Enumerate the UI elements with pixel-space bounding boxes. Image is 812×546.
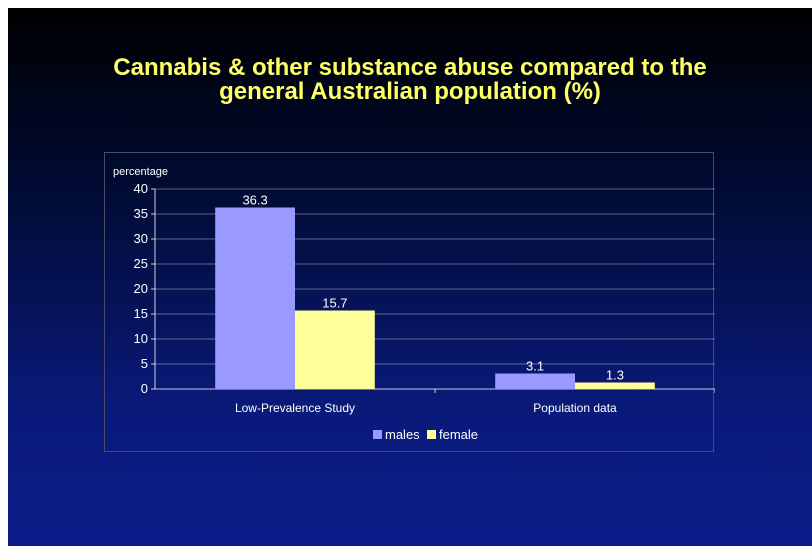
data-label: 36.3 bbox=[242, 193, 267, 208]
y-tick-label: 25 bbox=[134, 256, 148, 271]
legend-swatch-males bbox=[373, 430, 382, 439]
y-tick-label: 35 bbox=[134, 206, 148, 221]
x-category-label: Low-Prevalence Study bbox=[235, 401, 355, 415]
chart-area: 0 5 10 15 20 25 30 35 40 percentage 36.3 15.7 Low-Pr… bbox=[104, 152, 715, 452]
bar-female-0 bbox=[295, 310, 375, 389]
data-label: 3.1 bbox=[526, 359, 544, 374]
y-axis-label: percentage bbox=[113, 166, 168, 178]
bar-males-0 bbox=[215, 207, 295, 389]
bar-female-1 bbox=[575, 382, 655, 389]
y-tick-label: 15 bbox=[134, 306, 148, 321]
y-tick-label: 40 bbox=[134, 181, 148, 196]
slide: Cannabis & other substance abuse compare… bbox=[8, 8, 812, 546]
bar-males-1 bbox=[495, 373, 575, 389]
y-tick-label: 30 bbox=[134, 231, 148, 246]
y-tick-label: 5 bbox=[141, 356, 148, 371]
y-tick-label: 10 bbox=[134, 331, 148, 346]
slide-title: Cannabis & other substance abuse compare… bbox=[113, 54, 707, 105]
x-category-label: Population data bbox=[533, 401, 617, 415]
y-tick-label: 0 bbox=[141, 381, 148, 396]
data-label: 15.7 bbox=[322, 296, 347, 311]
y-tick-label: 20 bbox=[134, 281, 148, 296]
data-label: 1.3 bbox=[606, 368, 624, 383]
bar-chart: 0 5 10 15 20 25 30 35 40 percentage 36.3 15.7 Low-Pr… bbox=[113, 166, 715, 442]
legend-swatch-female bbox=[427, 430, 436, 439]
legend-label-female: female bbox=[439, 427, 478, 442]
legend-label-males: males bbox=[385, 427, 420, 442]
